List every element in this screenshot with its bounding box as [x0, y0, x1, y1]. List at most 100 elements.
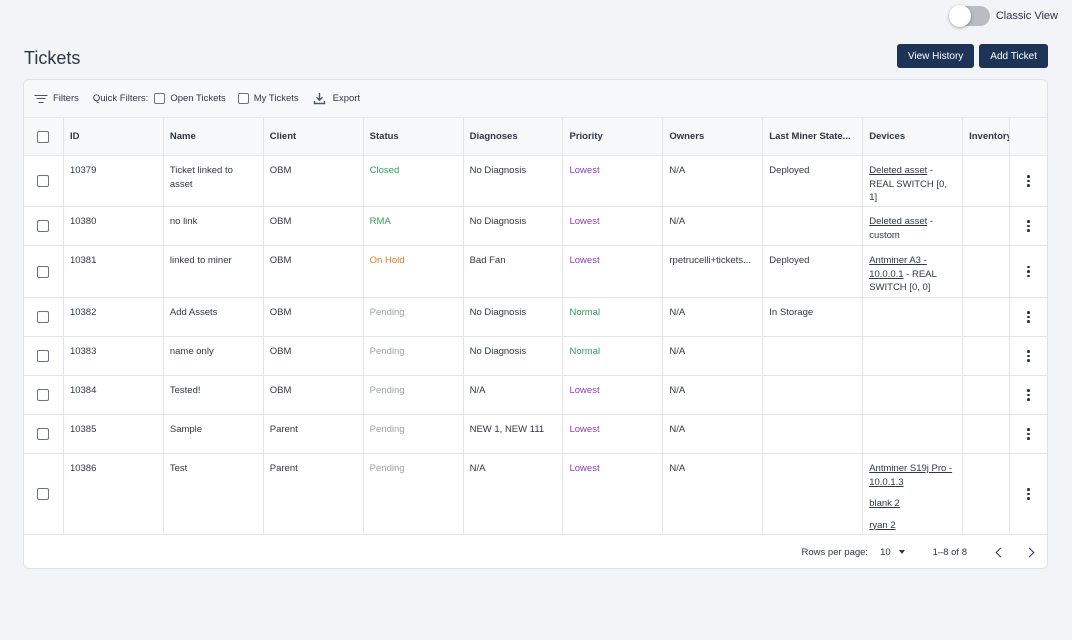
table-row[interactable]: 10383 name only OBM Pending No Diagnosis Norm…: [24, 337, 1047, 376]
row-actions-button[interactable]: [1010, 376, 1047, 414]
cell-client: OBM: [264, 207, 364, 245]
cell-client: OBM: [264, 246, 364, 297]
device-link[interactable]: Antminer S19j Pro - 10.0.1.3: [869, 463, 953, 488]
cell-id: 10383: [64, 337, 164, 375]
cell-diagnoses: N/A: [464, 376, 564, 414]
device-link[interactable]: Antminer A3 - 10.0.0.1: [869, 255, 927, 280]
header-actions: View History Add Ticket: [896, 44, 1048, 68]
cell-diagnoses: No Diagnosis: [464, 156, 564, 206]
device-entry: Deleted asset - REAL SWITCH [0, 1]: [869, 164, 956, 205]
table-row[interactable]: 10379 Ticket linked to asset OBM Closed No D…: [24, 156, 1047, 207]
row-checkbox[interactable]: [37, 350, 50, 362]
row-select-cell: [24, 337, 64, 375]
cell-inventory: [963, 376, 1011, 414]
row-checkbox[interactable]: [37, 265, 50, 278]
cell-inventory: [963, 337, 1011, 375]
cell-priority: Normal: [563, 298, 664, 336]
column-header-diagnoses[interactable]: Diagnoses: [464, 118, 564, 155]
device-detail: - REAL SWITCH [0, 0]: [869, 268, 937, 294]
row-checkbox[interactable]: [37, 220, 50, 232]
table-row[interactable]: 10386 Test Parent Pending N/A Lowest N/A Antmin…: [24, 454, 1047, 535]
open-tickets-filter[interactable]: Open Tickets: [154, 93, 226, 104]
cell-diagnoses: No Diagnosis: [464, 207, 564, 245]
row-select-cell: [24, 454, 64, 534]
cell-name: linked to miner: [164, 246, 264, 297]
row-checkbox[interactable]: [37, 311, 50, 323]
quick-filters-label: Quick Filters:: [92, 93, 149, 104]
row-actions-button[interactable]: [1010, 207, 1047, 245]
row-checkbox[interactable]: [37, 488, 50, 500]
device-link[interactable]: blank 2: [869, 498, 900, 509]
column-header-client[interactable]: Client: [264, 118, 364, 155]
row-actions-button[interactable]: [1010, 298, 1047, 336]
cell-priority: Lowest: [563, 454, 664, 534]
cell-owners: N/A: [663, 454, 764, 534]
column-header-id[interactable]: ID: [64, 118, 164, 155]
filters-button[interactable]: Filters: [34, 93, 79, 104]
next-page-button[interactable]: [1022, 545, 1037, 560]
row-actions-button[interactable]: [1010, 156, 1047, 206]
column-header-last-miner-state[interactable]: Last Miner State...: [763, 118, 864, 155]
cell-client: Parent: [264, 415, 364, 453]
row-actions-button[interactable]: [1010, 246, 1047, 297]
previous-page-button[interactable]: [993, 545, 1008, 560]
row-select-cell: [24, 298, 64, 336]
cell-status: Pending: [364, 376, 464, 414]
row-checkbox[interactable]: [37, 175, 50, 187]
cell-name: Tested!: [164, 376, 264, 414]
cell-last-miner-state: [763, 415, 864, 453]
device-link[interactable]: Deleted asset: [869, 216, 928, 227]
row-checkbox[interactable]: [37, 389, 50, 401]
cell-client: OBM: [264, 376, 364, 414]
cell-inventory: [963, 207, 1011, 245]
open-tickets-checkbox[interactable]: [154, 93, 166, 104]
rows-per-page-select[interactable]: 10: [878, 547, 905, 558]
cell-status: Closed: [364, 156, 464, 206]
cell-id: 10382: [64, 298, 164, 336]
column-header-devices[interactable]: Devices: [863, 118, 964, 155]
cell-client: OBM: [264, 337, 364, 375]
cell-client: OBM: [264, 298, 364, 336]
cell-priority: Lowest: [563, 207, 664, 245]
column-header-name[interactable]: Name: [164, 118, 264, 155]
toggle-knob: [948, 5, 971, 27]
column-header-owners[interactable]: Owners: [663, 118, 764, 155]
row-actions-button[interactable]: [1010, 454, 1047, 534]
table-row[interactable]: 10384 Tested! OBM Pending N/A Lowest N/A: [24, 376, 1047, 415]
device-link[interactable]: ryan 2: [869, 519, 896, 531]
my-tickets-checkbox[interactable]: [237, 93, 249, 104]
add-ticket-button[interactable]: Add Ticket: [979, 44, 1048, 68]
table-row[interactable]: 10385 Sample Parent Pending NEW 1, NEW 111 Lo…: [24, 415, 1047, 454]
chevron-right-icon: [1024, 547, 1035, 557]
cell-id: 10385: [64, 415, 164, 453]
table-row[interactable]: 10382 Add Assets OBM Pending No Diagnosis Nor…: [24, 298, 1047, 337]
row-checkbox[interactable]: [37, 428, 50, 440]
cell-status: RMA: [364, 207, 464, 245]
cell-status: Pending: [364, 415, 464, 453]
table-row[interactable]: 10381 linked to miner OBM On Hold Bad Fan Low…: [24, 246, 1047, 298]
column-header-status[interactable]: Status: [364, 118, 464, 155]
cell-diagnoses: N/A: [464, 454, 564, 534]
select-all-checkbox[interactable]: [37, 130, 50, 143]
cell-status: On Hold: [364, 246, 464, 297]
row-select-cell: [24, 415, 64, 453]
cell-id: 10380: [64, 207, 164, 245]
cell-diagnoses: No Diagnosis: [464, 337, 564, 375]
column-header-inventory[interactable]: Inventory: [963, 118, 1011, 155]
my-tickets-label: My Tickets: [253, 93, 299, 104]
more-vertical-icon: [1027, 488, 1030, 500]
cell-owners: N/A: [663, 415, 764, 453]
row-actions-button[interactable]: [1010, 415, 1047, 453]
cell-diagnoses: NEW 1, NEW 111: [464, 415, 564, 453]
column-header-priority[interactable]: Priority: [563, 118, 664, 155]
row-actions-button[interactable]: [1010, 337, 1047, 375]
cell-id: 10386: [64, 454, 164, 534]
table-row[interactable]: 10380 no link OBM RMA No Diagnosis Lowest N/A D…: [24, 207, 1047, 246]
device-link[interactable]: Deleted asset: [869, 165, 928, 176]
export-button[interactable]: Export: [313, 92, 360, 105]
export-label: Export: [332, 93, 361, 104]
classic-view-toggle[interactable]: [948, 5, 990, 27]
my-tickets-filter[interactable]: My Tickets: [237, 93, 299, 104]
more-vertical-icon: [1027, 265, 1030, 278]
view-history-button[interactable]: View History: [896, 44, 975, 68]
